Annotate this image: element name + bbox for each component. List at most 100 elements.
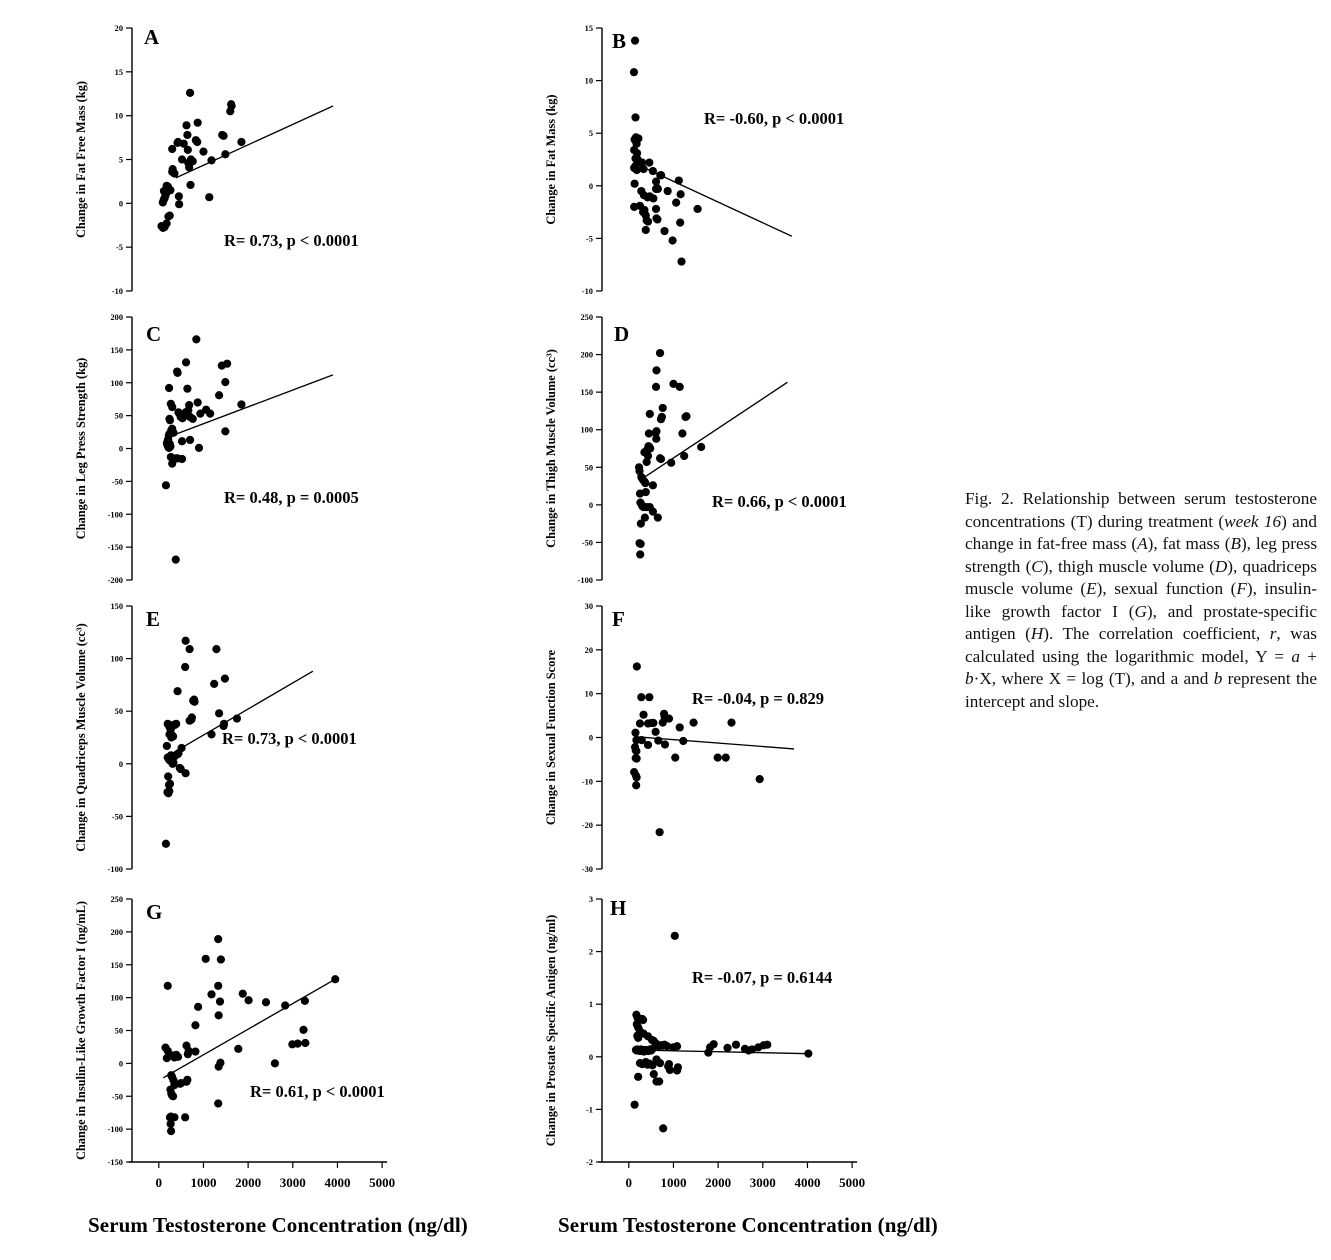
data-point	[727, 718, 736, 727]
data-point	[216, 955, 225, 964]
data-point	[637, 736, 646, 745]
data-point	[672, 198, 681, 207]
data-point	[223, 359, 232, 368]
caption-italic-token: b	[965, 669, 974, 689]
data-point	[651, 177, 661, 186]
panel-G-y-tick-label: -50	[112, 1092, 123, 1101]
data-point	[655, 828, 664, 837]
caption-italic-token: week 16	[1224, 511, 1282, 531]
data-point	[182, 121, 191, 130]
data-point	[261, 998, 271, 1007]
panel-D-y-tick-label: 50	[585, 463, 593, 472]
panel-H-y-tick-label: 3	[589, 895, 593, 904]
data-point	[165, 414, 174, 424]
caption-italic-token: r	[1269, 624, 1277, 644]
data-point	[658, 403, 667, 413]
data-point	[637, 693, 646, 702]
panel-H-y-tick-label: -1	[586, 1105, 593, 1114]
panel-D-letter: D	[614, 322, 629, 346]
data-point	[188, 157, 197, 166]
data-point	[663, 1042, 672, 1051]
data-point	[237, 137, 246, 147]
data-point	[636, 539, 645, 549]
panel-G-x-tick-label: 2000	[235, 1175, 261, 1190]
panel-E-plot: -100 -50 0 50 100 150 E R= 0.73, p < 0.0001	[108, 602, 357, 874]
data-point	[214, 1011, 223, 1020]
data-point	[648, 1061, 657, 1070]
data-point	[301, 1038, 310, 1048]
data-point	[667, 458, 676, 467]
panel-G-y-tick-label: 250	[110, 895, 123, 904]
data-point	[168, 1092, 178, 1101]
panel-C-y-tick-label: -100	[108, 510, 123, 519]
data-point	[638, 158, 647, 167]
data-point	[675, 723, 684, 732]
data-point	[645, 693, 654, 702]
panel-B-y-tick-label: 10	[585, 77, 593, 86]
panel-G-x-tick-label: 4000	[324, 1175, 350, 1190]
data-point	[731, 1040, 741, 1049]
data-point	[657, 171, 666, 180]
data-point	[652, 1077, 661, 1086]
data-point	[630, 179, 639, 188]
data-point	[177, 454, 187, 464]
panel-D-plot: -100 -50 0 50 100 150 200 250 D R= 0.66, p < 0.00…	[578, 313, 847, 585]
data-point	[170, 169, 179, 178]
data-point	[652, 434, 661, 443]
panel-B-y-tick-label: 15	[585, 24, 593, 33]
data-point	[655, 348, 665, 358]
x-axis-title-left-column: Serum Testosterone Concentration (ng/dl)	[88, 1213, 468, 1237]
data-point	[649, 1070, 658, 1079]
panel-E-y-tick-label: -50	[112, 812, 123, 821]
panel-H-y-tick-label: -2	[586, 1158, 593, 1167]
data-point	[207, 730, 216, 739]
panel-D-y-tick-label: -100	[578, 576, 593, 585]
data-point	[755, 775, 764, 784]
panel-H-y-tick-label: 1	[589, 1000, 593, 1009]
panel-B-y-tick-label: 0	[589, 182, 593, 191]
panel-H-correlation-annotation: R= -0.07, p = 0.6144	[692, 968, 832, 987]
caption-italic-token: H	[1030, 624, 1044, 644]
data-point	[632, 165, 641, 175]
data-point	[676, 218, 685, 227]
panel-G-regression-line	[162, 978, 336, 1079]
panel-A-y-tick-label: 5	[119, 156, 123, 165]
data-point	[697, 442, 706, 452]
data-point	[680, 451, 689, 461]
panel-G: Change in Insulin-Like Growth Factor I (…	[72, 885, 430, 1210]
data-point	[214, 1062, 223, 1071]
panel-F-correlation-annotation: R= -0.04, p = 0.829	[692, 689, 824, 708]
data-point	[630, 1100, 639, 1109]
data-point	[165, 211, 174, 220]
panel-D-y-tick-label: 200	[580, 351, 593, 360]
panel-B-y-tick-label: 5	[589, 129, 593, 138]
data-point	[632, 746, 641, 756]
data-point	[210, 679, 219, 688]
panel-G-plot: -150 -100 -50 0 50 100 150 200 250 0 1000 2000 3000 4…	[108, 895, 395, 1190]
data-point	[221, 150, 230, 159]
data-point	[293, 1039, 302, 1048]
data-point	[709, 1040, 718, 1049]
panel-H-x-tick-label: 3000	[750, 1175, 776, 1190]
panel-C-plot: -200 -150 -100 -50 0 50 100 150 200 C R= 0.48, p =…	[108, 313, 359, 585]
data-point	[215, 997, 225, 1006]
data-point	[193, 137, 202, 147]
data-point	[192, 335, 201, 344]
data-point	[653, 513, 662, 522]
panel-F-y-tick-label: 0	[589, 734, 593, 743]
data-point	[161, 839, 171, 848]
panel-F-y-tick-label: 10	[585, 690, 593, 699]
caption-italic-token: D	[1214, 556, 1228, 576]
panel-F-y-tick-label: -10	[582, 777, 593, 786]
data-point	[270, 1059, 280, 1068]
data-point	[660, 740, 670, 749]
panel-B-y-axis-title: Change in Fat Mass (kg)	[544, 94, 558, 225]
data-point	[693, 204, 702, 214]
data-point	[704, 1048, 713, 1057]
panel-F-y-tick-label: -30	[582, 865, 593, 874]
panel-E-letter: E	[146, 607, 160, 631]
data-point	[631, 113, 640, 122]
data-point	[188, 414, 197, 424]
panel-B-plot: -10 -5 0 5 10 15 B R= -0.60, p < 0.0001	[582, 24, 844, 296]
data-point	[191, 1047, 200, 1056]
